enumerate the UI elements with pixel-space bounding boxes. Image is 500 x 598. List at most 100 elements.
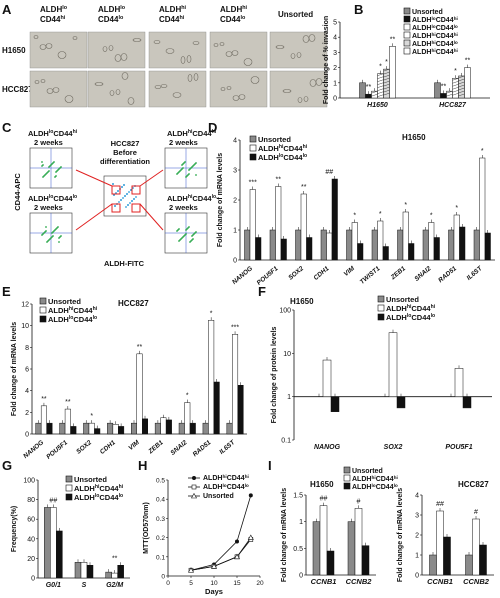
cell-cluster	[213, 43, 219, 47]
label-part: hi	[407, 304, 412, 310]
category-label: RAD51	[437, 265, 458, 284]
chart-title: HCC827	[458, 480, 489, 489]
y-tick-label: 0	[299, 573, 303, 580]
cell-cluster	[275, 45, 285, 49]
label-part: hi	[179, 15, 184, 21]
event-dot	[48, 170, 50, 172]
bar-hatch	[383, 80, 390, 84]
event-dot	[130, 189, 132, 191]
event-dot	[123, 184, 125, 186]
legend-swatch	[249, 135, 257, 143]
panel-letter-b: B	[354, 2, 363, 17]
significance-mark: *	[481, 148, 484, 155]
panel-g-chart: 0 20 40 60 80 100 Frequency(%) ## G0/1 S ** G2/M	[11, 478, 130, 589]
label-part: Unsorted	[203, 493, 234, 500]
legend-label: ALDHhiCD44hi	[412, 32, 458, 41]
legend-label: ALDHloCD44lo	[74, 493, 123, 502]
label-part: lo	[93, 315, 98, 321]
bar	[453, 214, 460, 261]
event-dot	[133, 198, 135, 200]
bar	[402, 211, 409, 261]
label-part: lo	[431, 16, 435, 22]
bar	[365, 93, 372, 99]
category-label: CCNB1	[427, 577, 453, 586]
bar	[422, 229, 429, 261]
bar	[202, 422, 209, 435]
bar	[434, 82, 441, 99]
label-part: CD44	[436, 49, 454, 56]
bar	[351, 222, 358, 261]
cell-cluster	[33, 35, 39, 39]
category-label: VIM	[127, 439, 141, 452]
label-part: lo	[454, 40, 458, 46]
label-part: CD44	[436, 25, 454, 32]
y-tick-label: 0	[233, 258, 237, 265]
category-label: CCNB2	[346, 577, 373, 586]
quadrant-weeks: 2 weeks	[34, 138, 63, 147]
significance-mark: **	[390, 36, 396, 43]
micrograph	[29, 31, 88, 69]
bar	[354, 508, 363, 576]
label-part: hi	[73, 129, 78, 135]
bar	[377, 220, 384, 261]
bar	[255, 237, 262, 261]
bar	[107, 422, 114, 435]
bar	[319, 505, 328, 576]
cell-cluster	[121, 72, 129, 80]
bar-hatch	[458, 93, 465, 97]
label-part: CD44	[227, 475, 245, 482]
cell-cluster	[57, 51, 67, 59]
micrograph	[209, 70, 268, 108]
center-title: differentiation	[100, 157, 150, 166]
bar	[382, 246, 389, 261]
x-axis-label: Days	[205, 587, 223, 596]
bar-hatch	[377, 88, 384, 91]
label-part: hi	[181, 5, 186, 11]
cell-cluster	[127, 97, 135, 105]
y-tick-label: 0	[161, 574, 165, 581]
bar-hatch	[452, 81, 459, 84]
micrograph	[148, 31, 207, 69]
bar-hatch	[377, 94, 384, 97]
event-dot	[195, 162, 197, 164]
significance-mark: *	[90, 413, 93, 420]
cell-cluster	[180, 56, 186, 64]
label-part: lo	[407, 313, 412, 319]
label-part: ALDH	[412, 17, 431, 24]
y-axis-label: Fold change of protein levels	[271, 326, 278, 423]
y-axis-label: Frequency(%)	[11, 506, 18, 552]
label-part: CD44	[220, 15, 241, 24]
panel-letter-g: G	[2, 458, 12, 473]
center-title: Before	[113, 148, 137, 157]
y-tick-label: 0.3	[156, 516, 165, 523]
label-part: ALDH	[203, 475, 222, 482]
bar	[320, 229, 327, 261]
x-tick-label: 0	[166, 580, 170, 587]
bar	[479, 157, 486, 261]
bar	[347, 521, 356, 576]
label-part: hi	[431, 40, 435, 46]
significance-mark: *	[430, 213, 433, 220]
label-part: hi	[431, 48, 435, 54]
label-part: lo	[118, 15, 124, 21]
legend-swatch	[65, 475, 73, 483]
y-tick-label: 60	[27, 517, 35, 524]
y-tick-label: 10	[283, 351, 291, 358]
y-axis-label: Fold change of mRNA levels	[397, 488, 404, 582]
cell-cluster	[219, 42, 225, 46]
event-dot	[135, 196, 137, 198]
event-dot	[117, 190, 119, 192]
bar	[64, 408, 71, 435]
label-part: hi	[431, 304, 436, 310]
panel-letter-c: C	[2, 120, 12, 135]
bar-hatch	[458, 84, 465, 88]
x-tick-label: 5	[189, 580, 193, 587]
label-part: ALDH	[28, 129, 49, 138]
y-tick-label: 1	[333, 80, 337, 87]
label-part: CD44	[283, 144, 303, 153]
axis-label-y: CD44-APC	[13, 173, 22, 211]
label-part: CD44	[99, 484, 119, 493]
significance-mark: *	[186, 393, 189, 400]
